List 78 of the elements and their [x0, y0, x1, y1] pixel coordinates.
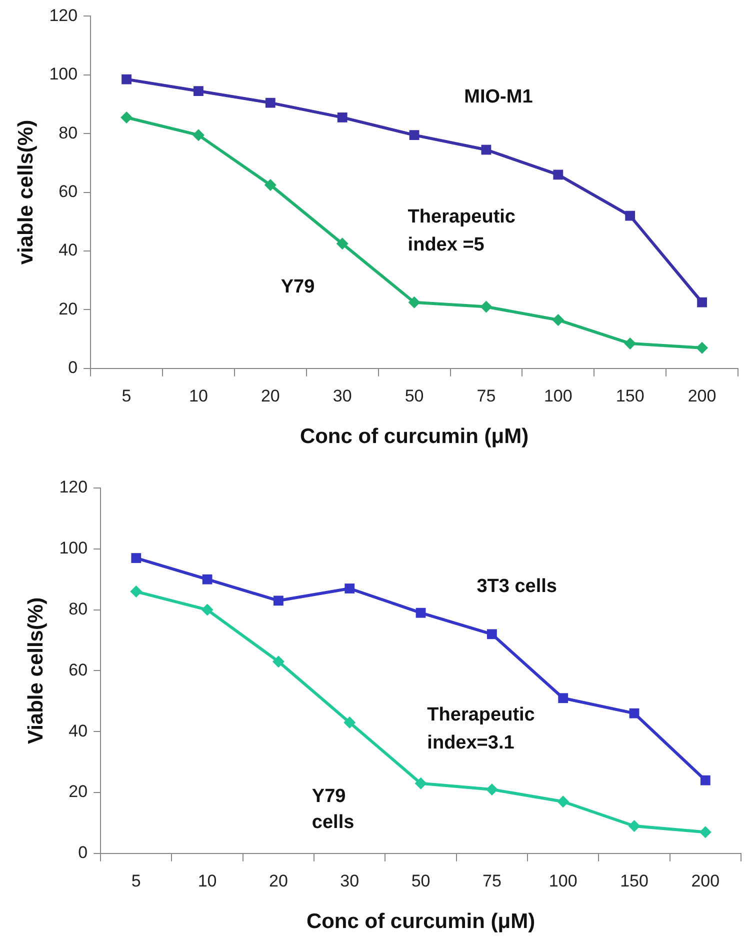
- y-tick-label: 120: [49, 6, 78, 25]
- point: [699, 826, 712, 838]
- annotation: Therapeutic index=3.1: [427, 704, 536, 754]
- x-tick-label: 30: [340, 871, 360, 890]
- y-tick-label: 100: [59, 538, 88, 558]
- x-tick-label: 5: [131, 871, 141, 890]
- point: [700, 775, 710, 786]
- point: [697, 297, 707, 308]
- x-tick-label: 200: [688, 386, 716, 406]
- x-tick-label: 30: [332, 386, 352, 406]
- x-tick-label: 5: [122, 386, 132, 406]
- y-tick-label: 20: [68, 782, 88, 802]
- point: [264, 178, 276, 191]
- y-tick-label: 120: [59, 478, 88, 497]
- point: [486, 629, 497, 640]
- point: [624, 337, 636, 350]
- point: [265, 98, 276, 108]
- y-tick-label: 80: [58, 123, 78, 142]
- x-tick-label: 50: [404, 386, 424, 406]
- point: [344, 716, 356, 728]
- point: [131, 553, 142, 563]
- x-axis-title: Conc of curcumin (μM): [300, 425, 529, 448]
- point: [486, 783, 498, 796]
- point: [274, 596, 284, 606]
- y-axis-title: Viable cells(%): [24, 597, 48, 744]
- x-tick-label: 150: [616, 386, 644, 406]
- x-tick-label: 75: [476, 386, 496, 406]
- y-tick-label: 40: [58, 240, 78, 260]
- point: [344, 584, 355, 594]
- text: Y79: [280, 276, 315, 298]
- point: [336, 238, 348, 250]
- x-tick-label: 200: [691, 871, 720, 890]
- x-tick-label: 100: [548, 871, 578, 890]
- text: Y79 cells: [312, 786, 354, 833]
- y-tick-label: 100: [49, 64, 78, 84]
- point: [696, 342, 708, 354]
- point: [194, 86, 204, 96]
- point: [130, 586, 142, 598]
- y-tick-label: 60: [58, 182, 78, 201]
- annotation: Therapeutic index =5: [408, 206, 516, 256]
- point: [558, 693, 568, 704]
- x-tick-label: 10: [198, 871, 217, 890]
- point: [625, 210, 636, 221]
- point: [120, 111, 133, 124]
- x-tick-label: 20: [269, 871, 288, 890]
- series-label: 3T3 cells: [476, 576, 557, 597]
- point: [201, 604, 214, 616]
- y-tick-label: 80: [68, 599, 88, 618]
- point: [272, 656, 284, 668]
- point: [629, 708, 640, 718]
- point: [409, 130, 420, 140]
- y-axis-title: viable cells(%): [14, 120, 38, 265]
- x-tick-label: 75: [482, 871, 502, 890]
- point: [480, 300, 492, 313]
- x-tick-label: 10: [189, 386, 208, 406]
- point: [557, 796, 570, 808]
- y-tick-label: 40: [68, 721, 88, 740]
- y-tick-label: 20: [58, 299, 78, 318]
- point: [553, 170, 564, 180]
- x-tick-label: 150: [620, 871, 648, 890]
- point: [628, 820, 640, 832]
- series-label: MIO-M1: [464, 86, 534, 108]
- x-tick-label: 20: [260, 386, 280, 406]
- point: [481, 144, 492, 155]
- y-tick-label: 0: [78, 843, 88, 862]
- point: [416, 608, 426, 618]
- point: [414, 777, 427, 790]
- point: [192, 129, 204, 142]
- y-tick-label: 0: [68, 358, 78, 378]
- x-tick-label: 50: [411, 871, 430, 890]
- x-axis-title: Conc of curcumin (μM): [306, 910, 536, 934]
- x-tick-label: 100: [544, 386, 572, 406]
- point: [122, 74, 132, 84]
- point: [202, 574, 212, 584]
- point: [408, 296, 420, 308]
- point: [337, 112, 348, 122]
- point: [552, 314, 564, 326]
- y-tick-label: 60: [68, 660, 88, 680]
